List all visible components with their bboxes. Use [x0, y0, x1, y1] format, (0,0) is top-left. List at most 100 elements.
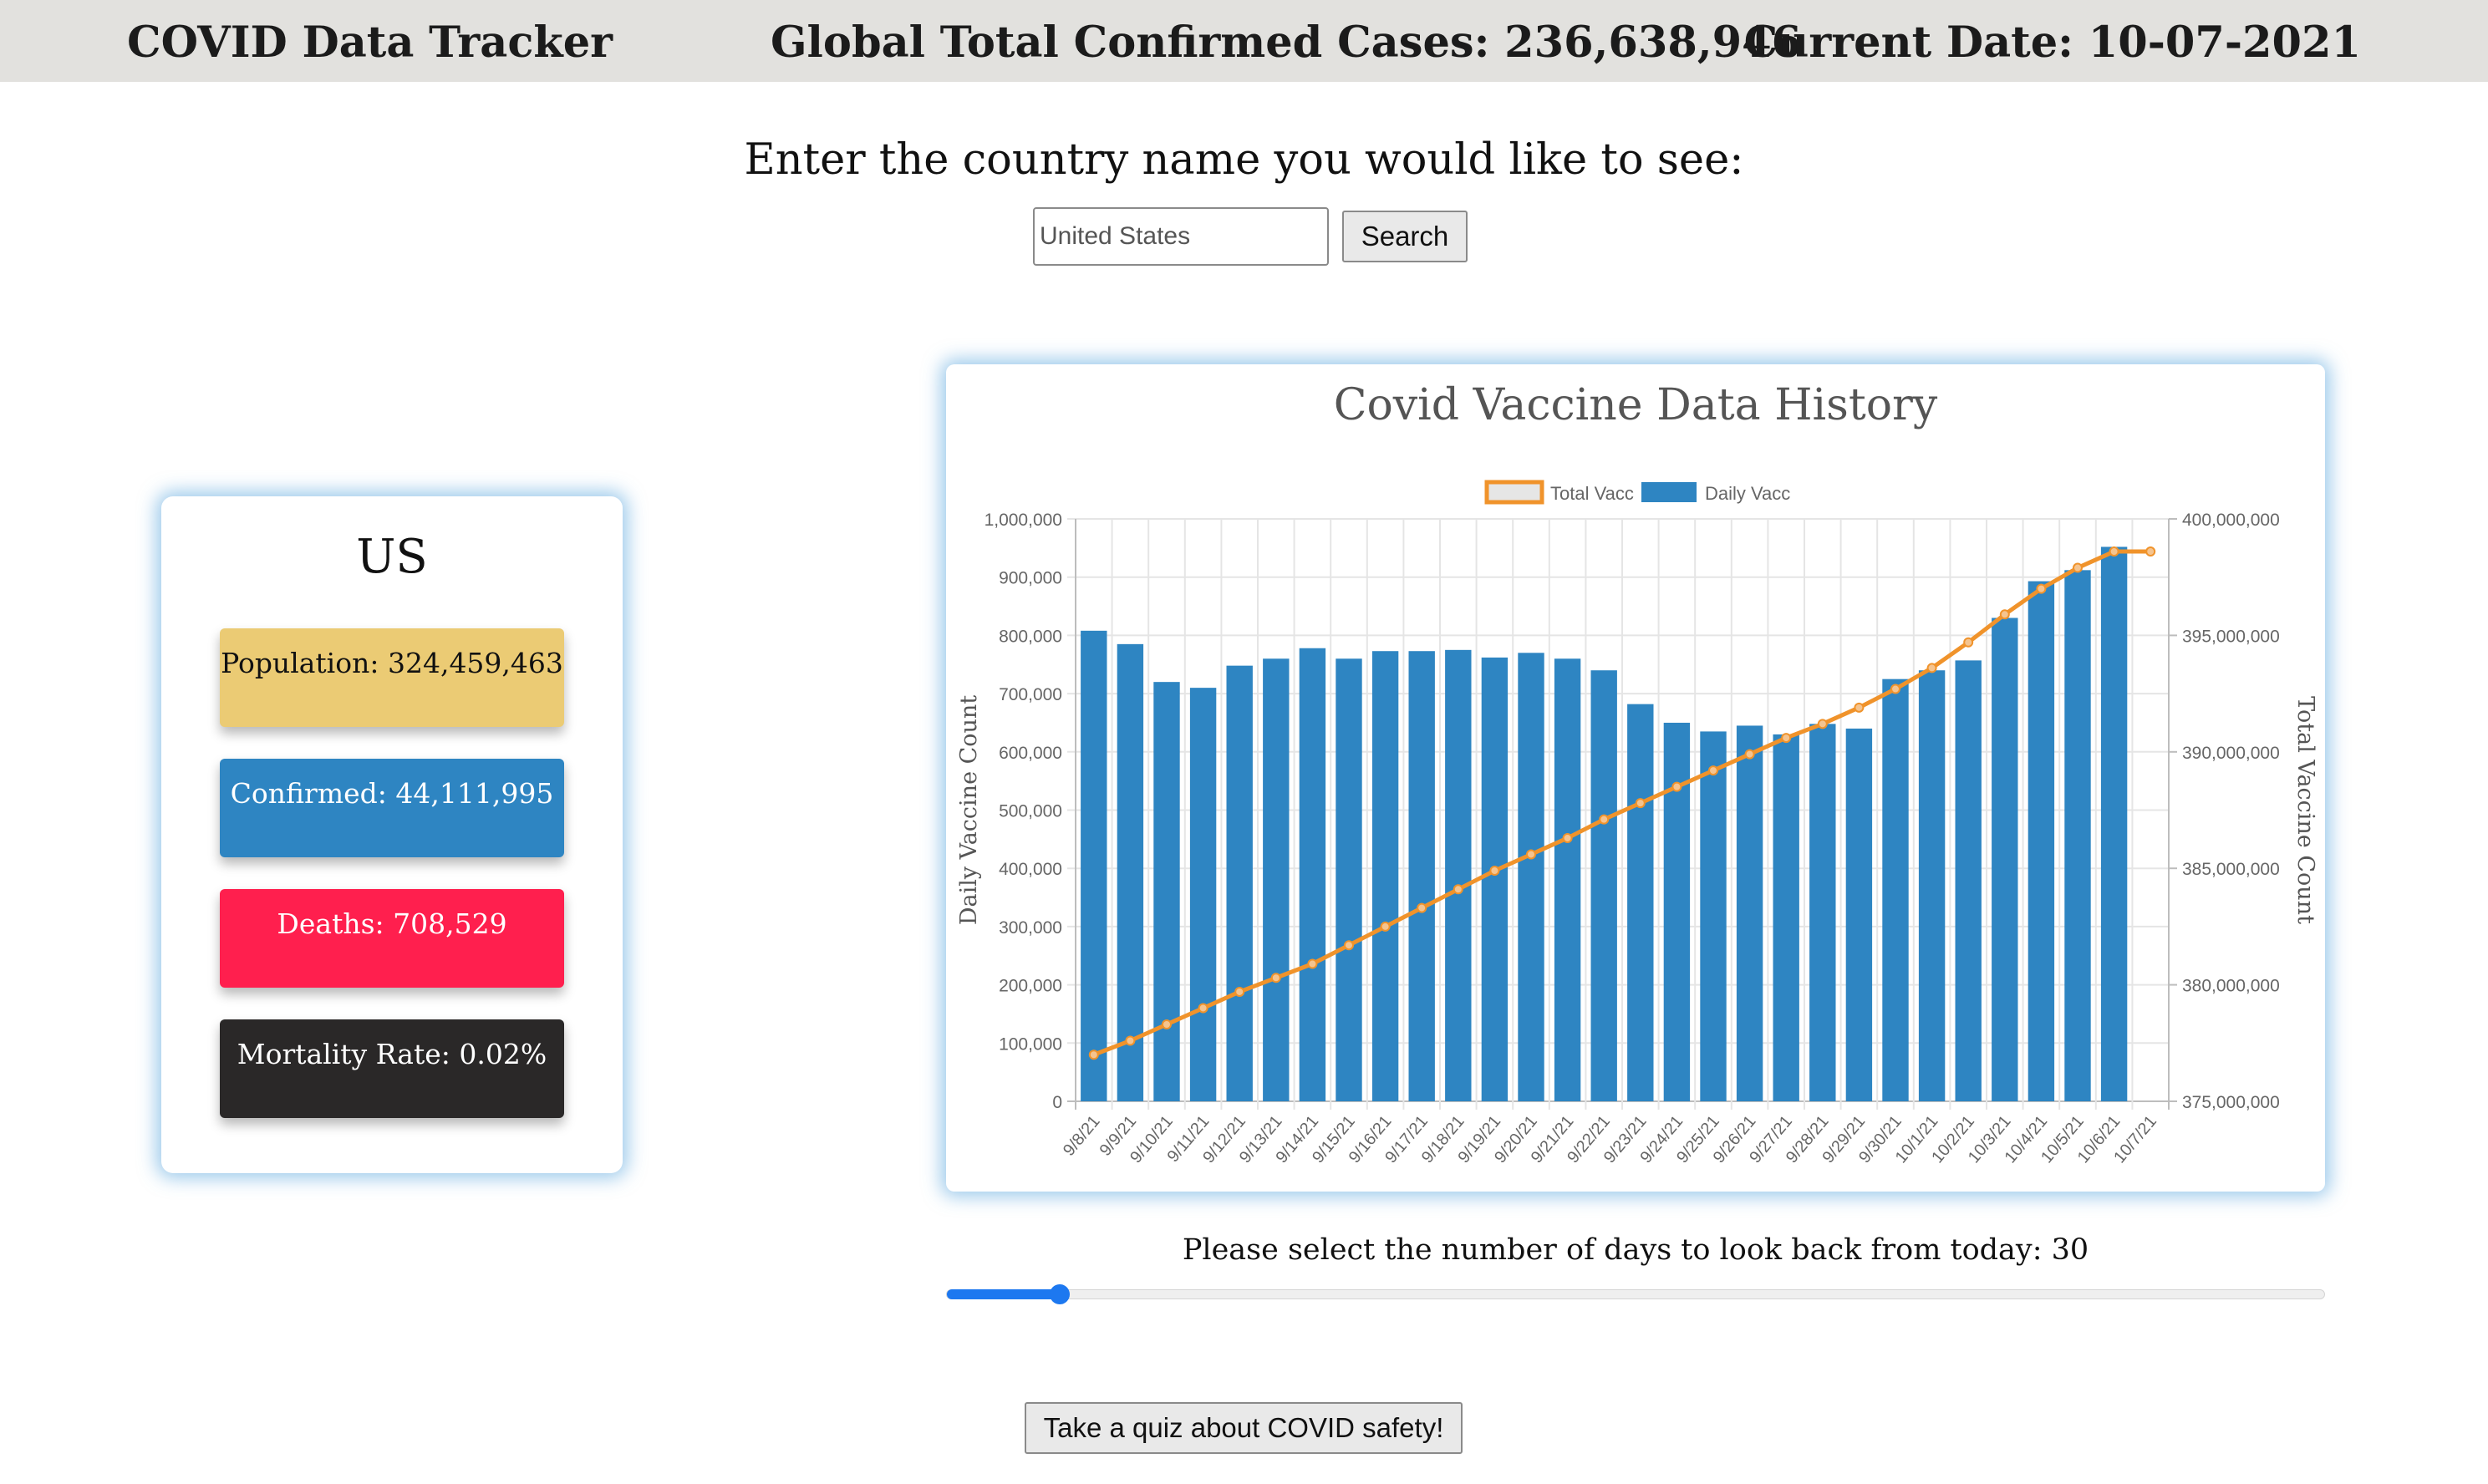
vaccine-chart-card: 0 100,000 200,000 300,000 400,000 500,000 600,… — [946, 364, 2325, 1192]
population-stat: Population: 324,459,463 — [220, 628, 564, 727]
daily-vacc-bar — [1845, 728, 1873, 1101]
y-tick-label: 0 — [1052, 1093, 1062, 1112]
daily-vacc-bar — [1153, 682, 1180, 1101]
total-vacc-point — [1307, 958, 1318, 969]
daily-vacc-bar — [1627, 704, 1654, 1101]
country-search-input[interactable] — [1033, 207, 1329, 266]
country-name: US — [356, 530, 428, 584]
total-vacc-point — [2073, 562, 2083, 573]
y2-tick-label: 400,000,000 — [2182, 511, 2280, 530]
app-title: COVID Data Tracker — [127, 18, 613, 68]
mortality-rate-stat: Mortality Rate: 0.02% — [220, 1019, 564, 1118]
y-tick-label: 600,000 — [999, 744, 1062, 763]
total-vacc-point — [1562, 832, 1573, 843]
y2-tick-label: 390,000,000 — [2182, 744, 2280, 763]
header-bar: COVID Data Tracker Global Total Confirme… — [0, 0, 2488, 82]
y-tick-label: 900,000 — [999, 569, 1062, 588]
y-tick-label: 400,000 — [999, 860, 1062, 879]
total-vacc-line — [1088, 546, 2156, 1060]
y-tick-label: 800,000 — [999, 627, 1062, 646]
daily-vacc-bar — [1955, 660, 1982, 1101]
y2-tick-label: 380,000,000 — [2182, 977, 2280, 996]
y-tick-label: 300,000 — [999, 918, 1062, 938]
covid-quiz-button[interactable]: Take a quiz about COVID safety! — [1025, 1402, 1463, 1454]
daily-vacc-bar — [1445, 649, 1472, 1101]
legend-daily-vacc-swatch — [1641, 482, 1697, 502]
y-tick-label: 200,000 — [999, 977, 1062, 996]
total-vacc-point — [1489, 865, 1500, 876]
daily-vacc-bar — [2100, 546, 2128, 1101]
slider-thumb[interactable] — [1050, 1284, 1071, 1304]
current-date: Current Date: 10-07-2021 — [1743, 18, 2361, 68]
daily-vacc-bar — [1663, 722, 1691, 1101]
legend-total-vacc-swatch — [1484, 480, 1544, 505]
total-vacc-point — [1926, 663, 1937, 673]
total-vacc-point — [1999, 609, 2010, 620]
total-vacc-point — [1890, 684, 1900, 694]
daily-vacc-bars — [1081, 546, 2128, 1101]
vaccine-history-chart: 0 100,000 200,000 300,000 400,000 500,000 600,… — [956, 380, 2318, 1166]
country-summary-card: US Population: 324,459,463 Confirmed: 44… — [161, 496, 623, 1173]
total-vacc-point — [1198, 1003, 1208, 1014]
daily-vacc-bar — [1518, 653, 1544, 1101]
y-tick-label: 500,000 — [999, 802, 1062, 821]
total-vacc-point — [1088, 1049, 1099, 1060]
total-vacc-point — [2036, 583, 2047, 594]
daily-vacc-bar — [1408, 651, 1435, 1101]
total-vacc-point — [1162, 1019, 1172, 1029]
days-lookback-label: Please select the number of days to look… — [1182, 1233, 2089, 1267]
daily-vacc-bar — [1554, 658, 1581, 1101]
total-vacc-point — [1125, 1035, 1136, 1046]
y-tick-label: 700,000 — [999, 685, 1062, 704]
legend-daily-vacc-label: Daily Vacc — [1705, 483, 1790, 504]
daily-vacc-bar — [1882, 678, 1909, 1101]
daily-vacc-bar — [2028, 581, 2055, 1101]
chart-text: Covid Vaccine Data History Total Vacc Dail… — [1334, 380, 1938, 505]
y2-axis-label: Total Vaccine Count — [2292, 696, 2318, 924]
slider-fill — [947, 1289, 1061, 1299]
total-vacc-point — [1744, 749, 1755, 760]
chart-title: Covid Vaccine Data History — [1334, 380, 1938, 430]
daily-vacc-bar — [1481, 657, 1509, 1101]
y-tick-label: 1,000,000 — [985, 511, 1062, 530]
total-vacc-point — [2145, 546, 2156, 557]
daily-vacc-bar — [1336, 658, 1362, 1101]
y2-tick-label: 395,000,000 — [2182, 627, 2280, 646]
total-vacc-point — [2109, 546, 2119, 557]
total-vacc-point — [1671, 781, 1682, 792]
total-vacc-point — [1963, 637, 1974, 648]
daily-vacc-bar — [1700, 731, 1727, 1101]
daily-vacc-bar — [1263, 658, 1290, 1101]
legend-total-vacc-label: Total Vacc — [1550, 483, 1634, 504]
total-vacc-point — [1781, 733, 1792, 744]
daily-vacc-bar — [1226, 665, 1253, 1101]
total-vacc-point — [1417, 902, 1427, 913]
daily-vacc-bar — [1918, 670, 1946, 1101]
total-vacc-point — [1708, 765, 1718, 776]
search-prompt: Enter the country name you would like to… — [744, 135, 1744, 185]
daily-vacc-bar — [1992, 617, 2018, 1101]
search-button[interactable]: Search — [1342, 211, 1468, 262]
total-vacc-point — [1635, 798, 1646, 809]
days-lookback-slider[interactable] — [946, 1284, 2325, 1304]
deaths-stat: Deaths: 708,529 — [220, 889, 564, 988]
daily-vacc-bar — [2064, 570, 2091, 1101]
daily-vacc-bar — [1773, 734, 1799, 1101]
daily-vacc-bar — [1081, 630, 1107, 1101]
total-vacc-point — [1599, 814, 1610, 825]
y2-tick-label: 385,000,000 — [2182, 860, 2280, 879]
y-axis-label: Daily Vaccine Count — [956, 695, 982, 925]
daily-vacc-bar — [1371, 651, 1399, 1101]
total-vacc-point — [1344, 940, 1354, 951]
total-vacc-point — [1526, 849, 1536, 860]
total-vacc-point — [1817, 719, 1828, 729]
total-vacc-point — [1453, 884, 1463, 895]
total-vacc-point — [1380, 921, 1391, 932]
daily-vacc-bar — [1809, 724, 1836, 1101]
y-tick-label: 100,000 — [999, 1034, 1062, 1054]
total-vacc-point — [1270, 973, 1281, 983]
confirmed-stat: Confirmed: 44,111,995 — [220, 759, 564, 857]
daily-vacc-bar — [1299, 648, 1326, 1101]
total-vacc-point — [1234, 986, 1245, 997]
daily-vacc-bar — [1590, 670, 1617, 1101]
